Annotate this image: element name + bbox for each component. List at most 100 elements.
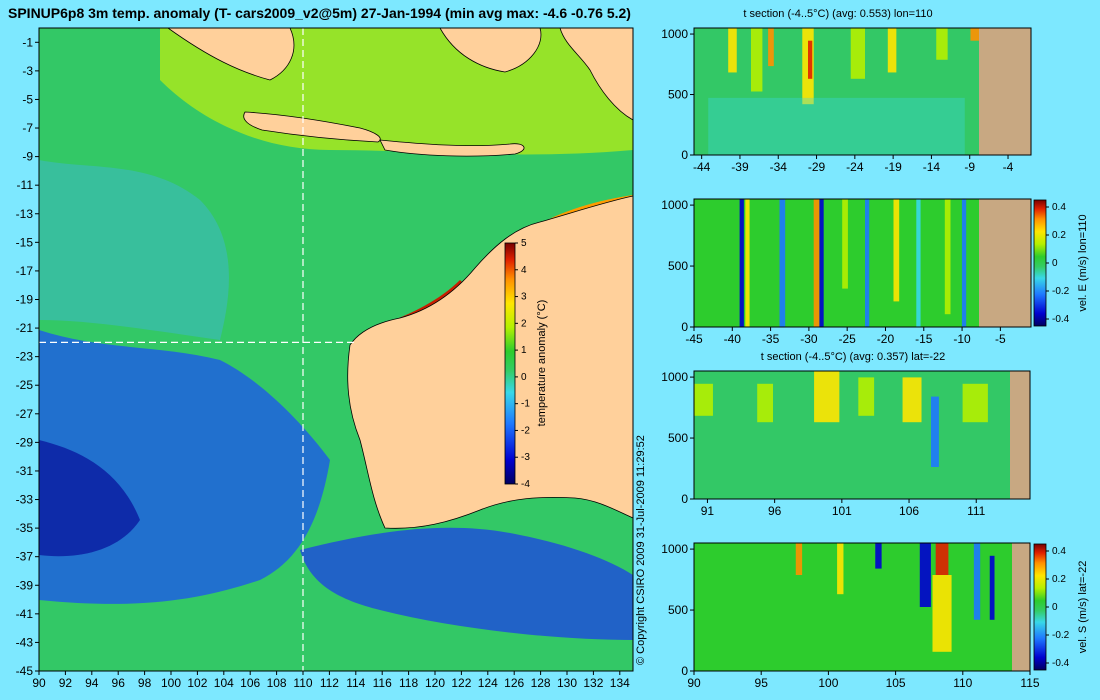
x-tick-label: 90	[687, 676, 701, 690]
colorbar-tick-label: 0.4	[1052, 202, 1066, 213]
x-tick-label: 91	[701, 504, 715, 518]
section-anomaly-band	[962, 383, 988, 423]
y-tick-label: -15	[16, 235, 34, 249]
colorbar-tick-label: 2	[521, 318, 527, 329]
x-tick-label: -30	[800, 332, 818, 346]
x-tick-label: 118	[399, 676, 418, 690]
map-land-borneo	[439, 28, 542, 73]
y-tick-label: -45	[16, 664, 34, 678]
y-tick-label: 500	[668, 431, 688, 445]
t-section-lon-stripes	[708, 28, 979, 155]
y-tick-label: 500	[668, 88, 688, 102]
y-tick-label: 500	[668, 603, 688, 617]
map-land-australia	[347, 195, 633, 529]
x-tick-label: 130	[557, 676, 577, 690]
colorbar-tick-label: 5	[521, 238, 527, 249]
colorbar-tick-label: -0.4	[1052, 658, 1070, 669]
section-anomaly-band	[819, 199, 824, 327]
y-tick-label: -25	[16, 378, 34, 392]
section-anomaly-band	[932, 575, 952, 652]
t-section-lat-field	[694, 371, 1010, 499]
x-tick-label: -25	[839, 332, 857, 346]
colorbar-tick-label: -0.2	[1052, 286, 1070, 297]
vel-s-section-lat-field	[694, 543, 1012, 671]
t-section-lat-stripes	[694, 371, 988, 467]
y-tick-label: -33	[16, 493, 34, 507]
y-tick-label: -9	[22, 150, 33, 164]
vel-s-section-lat-panel: 90 95 100 105 110 115 0 500 1000 0.4 0.2 0 -0.2 -0.…	[661, 542, 1089, 690]
colorbar-tick-label: 1	[521, 345, 527, 356]
y-tick-label: 0	[681, 664, 688, 678]
section-anomaly-band	[893, 199, 900, 302]
section-anomaly-band	[944, 199, 951, 315]
x-tick-label: 94	[85, 676, 99, 690]
section-anomaly-band	[694, 383, 713, 416]
map-colorbar-ticks: 5 4 3 2 1 0 -1 -2 -3 -4	[515, 238, 530, 490]
x-tick-label: 110	[953, 676, 972, 690]
x-tick-label: 122	[451, 676, 471, 690]
t-section-lon-x-axis: -44 -39 -34 -29 -24 -19 -14 -9 -4	[693, 155, 1014, 174]
vel-e-section-lon-frame	[693, 198, 1032, 328]
x-tick-label: 92	[59, 676, 73, 690]
colorbar-tick-label: 0.4	[1052, 546, 1066, 557]
x-tick-label: 128	[531, 676, 551, 690]
section-anomaly-band	[902, 377, 922, 423]
y-tick-label: -39	[16, 578, 34, 592]
section-anomaly-band	[875, 543, 882, 569]
map-land-nusa-tenggara	[379, 139, 525, 157]
x-tick-label: -10	[953, 332, 971, 346]
y-tick-label: -23	[16, 350, 34, 364]
section-anomaly-band	[842, 199, 848, 289]
x-tick-label: 100	[818, 676, 838, 690]
section-anomaly-band	[779, 199, 786, 327]
map-land-sulawesi	[559, 28, 633, 121]
x-tick-label: -44	[693, 160, 711, 174]
vel-e-section-lon-field	[694, 199, 979, 327]
colorbar-tick-label: 3	[521, 292, 527, 303]
y-tick-label: 0	[681, 320, 688, 334]
t-section-lon-panel: t section (-4..5°C) (avg: 0.553) lon=110…	[661, 8, 1032, 174]
section-anomaly-band	[745, 199, 750, 327]
y-tick-label: -1	[22, 35, 33, 49]
vel-s-section-lat-land	[1012, 543, 1030, 671]
section-anomaly-band	[973, 543, 981, 620]
y-tick-label: -37	[16, 550, 34, 564]
x-tick-label: 126	[504, 676, 524, 690]
map-panel: 90 92 94 96 98 100 102 104 106 108 110 112 114 116 118…	[16, 27, 634, 690]
t-section-lat-y-axis: 0 500 1000	[661, 370, 694, 506]
t-section-lon-frame	[693, 27, 1032, 156]
vel-e-colorbar-ticks: 0.4 0.2 0 -0.2 -0.4	[1046, 202, 1070, 325]
section-anomaly-band	[708, 97, 965, 155]
x-tick-label: 96	[768, 504, 782, 518]
x-tick-label: -19	[884, 160, 902, 174]
map-mid-cyan-region	[39, 160, 229, 340]
x-tick-label: -5	[995, 332, 1006, 346]
section-anomaly-band	[989, 555, 995, 620]
t-section-lon-field	[694, 28, 979, 155]
x-tick-label: -45	[685, 332, 703, 346]
x-tick-label: 111	[967, 504, 986, 518]
vel-s-colorbar-ticks: 0.4 0.2 0 -0.2 -0.4	[1046, 546, 1070, 669]
x-tick-label: 102	[187, 676, 207, 690]
x-tick-label: 105	[886, 676, 906, 690]
y-tick-label: -43	[16, 635, 34, 649]
colorbar-tick-label: -1	[521, 399, 530, 410]
x-tick-label: -9	[964, 160, 975, 174]
t-section-lon-land	[979, 28, 1031, 155]
y-tick-label: -31	[16, 464, 34, 478]
x-tick-label: -40	[724, 332, 742, 346]
x-tick-label: 98	[138, 676, 152, 690]
t-section-lat-x-axis: 91 96 101 106 111	[701, 499, 986, 518]
section-anomaly-band	[919, 543, 931, 607]
x-tick-label: -34	[770, 160, 788, 174]
t-section-lat-panel: t section (-4..5°C) (avg: 0.357) lat=-22…	[661, 351, 1031, 518]
section-anomaly-band	[757, 383, 773, 423]
section-anomaly-band	[813, 199, 820, 327]
y-tick-label: 500	[668, 259, 688, 273]
vel-e-section-lon-y-axis: 0 500 1000	[661, 198, 694, 334]
vel-s-section-lat-y-axis: 0 500 1000	[661, 542, 694, 678]
section-anomaly-band	[970, 28, 979, 41]
vel-e-colorbar-label: vel. E (m/s) lon=110	[1077, 214, 1089, 311]
vel-s-section-lat-frame	[693, 542, 1031, 672]
